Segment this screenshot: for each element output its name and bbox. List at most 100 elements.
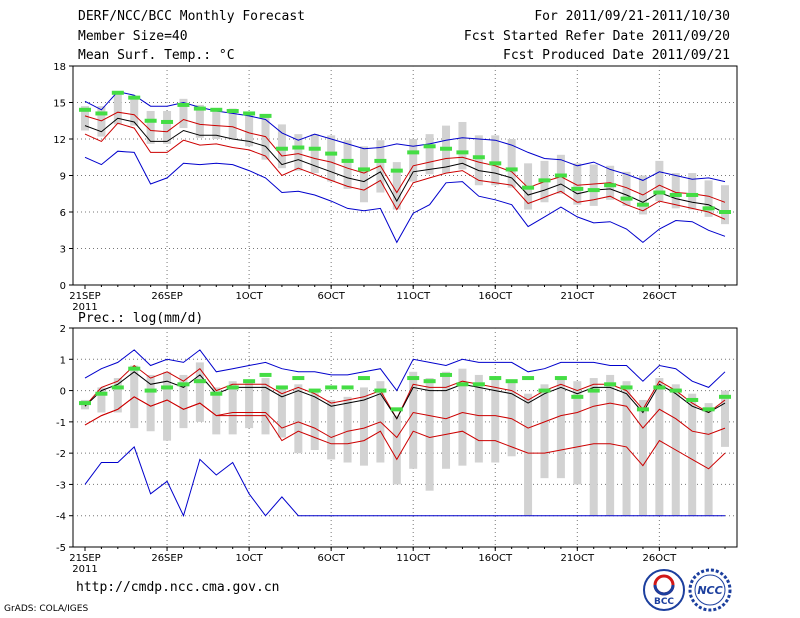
temp-spread-box (163, 111, 172, 144)
prec-obs-mark (538, 388, 551, 393)
temp-obs-mark (669, 192, 682, 197)
prec-obs-mark (374, 388, 387, 393)
temp-obs-mark (111, 90, 124, 95)
prec-obs-mark (95, 391, 108, 396)
chart-title: DERF/NCC/BCC Monthly Forecast (78, 9, 305, 24)
prec-spread-box (294, 384, 303, 454)
prec-obs-mark (505, 379, 518, 384)
prec-obs-mark (620, 385, 633, 390)
temp-spread-box (195, 104, 204, 138)
prec-obs-mark (341, 385, 354, 390)
prec-spread-box (442, 371, 451, 469)
temp-spread-box (212, 108, 221, 139)
prec-ytick-label: 0 (60, 387, 66, 398)
temp-year-label: 2011 (72, 302, 97, 313)
prec-xtick-label: 6OCT (317, 553, 345, 564)
temp-ytick-label: 12 (53, 135, 66, 146)
prec-obs-mark (292, 376, 305, 381)
prec-spread-box (146, 374, 155, 432)
prec-obs-mark (472, 382, 485, 387)
temp-spread-box (179, 98, 188, 129)
temp-obs-mark (325, 151, 338, 156)
temp-spread-box (359, 146, 368, 203)
prec-obs-mark (390, 407, 403, 412)
prec-obs-mark (144, 388, 157, 393)
temp-obs-mark (522, 185, 535, 190)
temp-obs-mark (144, 118, 157, 123)
prec-spread-box (425, 378, 434, 491)
prec-p10b-line (84, 396, 726, 470)
prec-obs-mark (653, 385, 666, 390)
temp-spread-box (688, 173, 697, 210)
temp-obs-mark (538, 178, 551, 183)
forecast-period: For 2011/09/21-2011/10/30 (534, 9, 730, 24)
prec-obs-mark (128, 366, 141, 371)
bcc-logo-text: BCC (654, 597, 674, 607)
temp-obs-mark (472, 155, 485, 160)
temp-obs-mark (193, 106, 206, 111)
prec-obs-mark (243, 379, 256, 384)
ncc-logo-icon: NCC (688, 568, 732, 612)
prec-spread-box (212, 387, 221, 435)
prec-xtick-label: 21SEP (69, 553, 100, 564)
temp-ytick-label: 0 (60, 281, 66, 292)
temp-obs-mark (440, 146, 453, 151)
temp-spread-box (458, 121, 467, 170)
prec-xtick-label: 26SEP (151, 553, 182, 564)
prec-ytick-label: -5 (56, 543, 66, 554)
temp-xtick-label: 21OCT (560, 291, 595, 302)
temp-obs-mark (210, 107, 223, 112)
prec-spread-box (606, 374, 615, 516)
prec-spread-box (622, 381, 631, 516)
prec-obs-mark (456, 382, 469, 387)
temp-xtick-label: 16OCT (478, 291, 513, 302)
temp-obs-mark (374, 158, 387, 163)
temp-spread-box (704, 180, 713, 217)
prec-obs-mark (604, 382, 617, 387)
prec-obs-mark (407, 376, 420, 381)
temp-obs-mark (587, 188, 600, 193)
prec-spread-box (540, 384, 549, 479)
prec-spread-box (704, 403, 713, 516)
temp-spread-box (294, 134, 303, 171)
prec-spread-box (327, 399, 336, 460)
prec-obs-mark (686, 397, 699, 402)
prec-spread-box (491, 378, 500, 463)
bcc-logo-icon: BCC (643, 569, 685, 611)
prec-year-label: 2011 (72, 564, 97, 575)
temp-spread-box (721, 185, 729, 225)
produced-date: Fcst Produced Date 2011/09/21 (503, 48, 730, 63)
source-url[interactable]: http://cmdp.ncc.cma.gov.cn (76, 580, 280, 595)
temp-xtick-label: 26SEP (151, 291, 182, 302)
prec-obs-mark (161, 385, 174, 390)
prec-obs-mark (259, 372, 272, 377)
prec-spread-box (524, 393, 533, 516)
prec-obs-mark (177, 382, 190, 387)
temp-obs-mark (79, 107, 91, 112)
prec-ytick-label: 2 (60, 324, 66, 335)
temp-spread-box (130, 96, 139, 126)
prec-spread-box (359, 387, 368, 466)
prec-max-line (84, 349, 726, 392)
temp-obs-mark (423, 144, 436, 149)
prec-obs-mark (79, 401, 91, 406)
temp-obs-mark (177, 102, 190, 107)
temp-spread-box (392, 162, 401, 210)
temp-p90-line (84, 111, 726, 203)
prec-obs-mark (308, 388, 321, 393)
temp-spread-box (327, 135, 336, 182)
prec-spread-box (589, 378, 598, 516)
prec-spread-box (638, 399, 647, 516)
ncc-logo-text: NCC (697, 584, 722, 597)
temp-obs-mark (243, 111, 256, 116)
prec-spread-box (392, 415, 401, 485)
temp-max-line (84, 91, 726, 183)
temp-obs-mark (571, 186, 584, 191)
temp-spread-box (245, 112, 254, 147)
temp-xtick-label: 21SEP (69, 291, 100, 302)
prec-obs-mark (571, 394, 584, 399)
prec-obs-mark (226, 385, 239, 390)
temp-obs-mark (308, 146, 321, 151)
prec-ytick-label: -1 (56, 418, 66, 429)
temp-p10-line (84, 122, 726, 220)
